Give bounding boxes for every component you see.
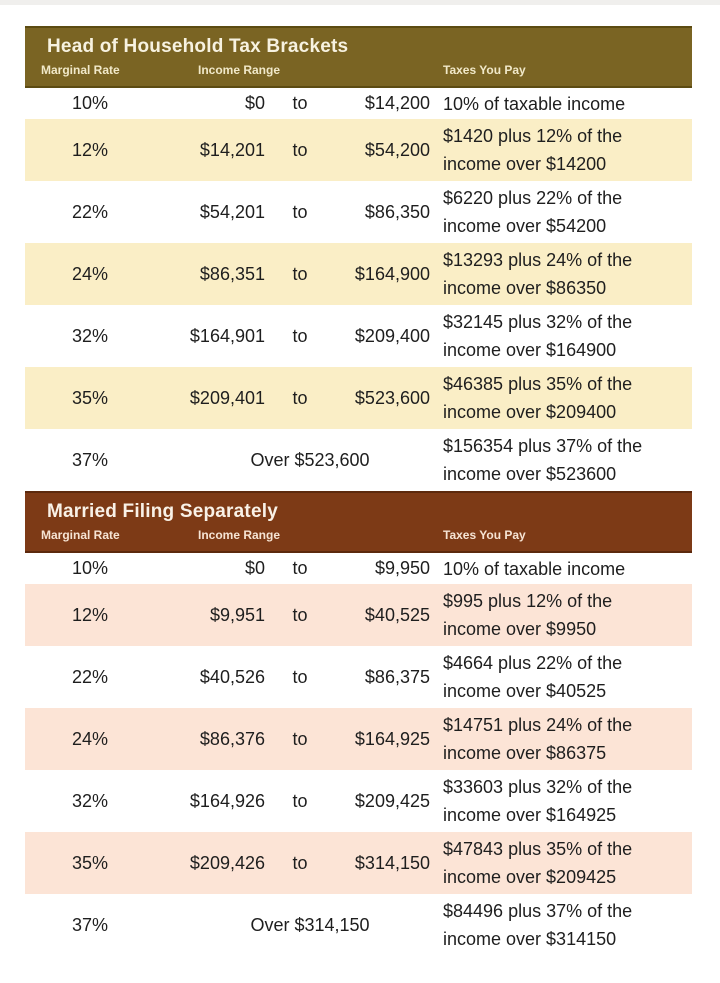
income-range-conjunction: to <box>292 852 308 873</box>
income-upper-bound: $209,425 <box>354 790 430 811</box>
income-lower-bound: $164,926 <box>189 790 265 811</box>
table-header: Head of Household Tax Brackets Marginal … <box>25 26 692 88</box>
income-upper-bound: $86,375 <box>364 666 430 687</box>
marginal-rate-cell: 22% <box>71 666 109 687</box>
income-lower-bound: $86,376 <box>199 728 265 749</box>
taxes-you-pay-cell: $47843 plus 35% of the income over $2094… <box>443 839 633 887</box>
table-title: Married Filing Separately <box>47 501 278 522</box>
income-upper-bound: $164,900 <box>354 263 430 284</box>
table-row: 37% Over $523,600 $156354 plus 37% of th… <box>25 429 692 491</box>
table-row: 22% $40,526 to $86,375 $4664 plus 22% of… <box>25 646 692 708</box>
income-range-conjunction: to <box>292 558 308 578</box>
table-row: 12% $9,951 to $40,525 $995 plus 12% of t… <box>25 584 692 646</box>
taxes-you-pay-cell: $1420 plus 12% of the income over $14200 <box>443 126 623 174</box>
table-title: Head of Household Tax Brackets <box>47 36 349 57</box>
column-header-income-range: Income Range <box>198 63 281 77</box>
table-row: 22% $54,201 to $86,350 $6220 plus 22% of… <box>25 181 692 243</box>
column-header-marginal-rate: Marginal Rate <box>41 63 120 77</box>
income-range-conjunction: to <box>292 387 308 408</box>
taxes-you-pay-cell: $46385 plus 35% of the income over $2094… <box>443 374 633 422</box>
taxes-you-pay-cell: 10% of taxable income <box>443 93 626 114</box>
top-divider <box>0 0 720 5</box>
table-row: 32% $164,901 to $209,400 $32145 plus 32%… <box>25 305 692 367</box>
marginal-rate-cell: 10% <box>71 558 109 578</box>
marginal-rate-cell: 35% <box>71 852 109 873</box>
marginal-rate-cell: 37% <box>71 914 109 935</box>
table-row: 37% Over $314,150 $84496 plus 37% of the… <box>25 894 692 956</box>
table-row: 10% $0 to $14,200 10% of taxable income <box>25 88 692 119</box>
taxes-you-pay-cell: $4664 plus 22% of the income over $40525 <box>443 653 623 701</box>
column-header-marginal-rate: Marginal Rate <box>41 528 120 542</box>
marginal-rate-cell: 32% <box>71 325 109 346</box>
income-lower-bound: $164,901 <box>189 325 265 346</box>
income-range-conjunction: to <box>292 93 308 113</box>
table-row: 24% $86,376 to $164,925 $14751 plus 24% … <box>25 708 692 770</box>
marginal-rate-cell: 12% <box>71 139 109 160</box>
taxes-you-pay-cell: $156354 plus 37% of the income over $523… <box>443 436 643 484</box>
income-range-conjunction: to <box>292 790 308 811</box>
income-upper-bound: $523,600 <box>354 387 430 408</box>
income-lower-bound: $40,526 <box>199 666 265 687</box>
table-body: 10% $0 to $14,200 10% of taxable income … <box>25 88 692 491</box>
taxes-you-pay-cell: $84496 plus 37% of the income over $3141… <box>443 901 633 949</box>
marginal-rate-cell: 37% <box>71 449 109 470</box>
income-upper-bound: $14,200 <box>364 93 430 113</box>
income-upper-bound: $9,950 <box>374 558 430 578</box>
income-upper-bound: $86,350 <box>364 201 430 222</box>
income-range-conjunction: to <box>292 666 308 687</box>
table-row: 12% $14,201 to $54,200 $1420 plus 12% of… <box>25 119 692 181</box>
income-upper-bound: $54,200 <box>364 139 430 160</box>
table-row: 24% $86,351 to $164,900 $13293 plus 24% … <box>25 243 692 305</box>
income-over-threshold: Over $523,600 <box>250 449 370 470</box>
income-upper-bound: $164,925 <box>354 728 430 749</box>
income-upper-bound: $40,525 <box>364 604 430 625</box>
income-range-conjunction: to <box>292 139 308 160</box>
column-header-row: Marginal Rate Income Range Taxes You Pay <box>25 63 692 86</box>
marginal-rate-cell: 24% <box>71 263 109 284</box>
taxes-you-pay-cell: $33603 plus 32% of the income over $1649… <box>443 777 633 825</box>
column-header-taxes-you-pay: Taxes You Pay <box>443 528 526 542</box>
income-range-conjunction: to <box>292 325 308 346</box>
table-body: 10% $0 to $9,950 10% of taxable income 1… <box>25 553 692 956</box>
income-lower-bound: $86,351 <box>199 263 265 284</box>
income-upper-bound: $209,400 <box>354 325 430 346</box>
taxes-you-pay-cell: 10% of taxable income <box>443 558 626 579</box>
marginal-rate-cell: 22% <box>71 201 109 222</box>
table-row: 35% $209,401 to $523,600 $46385 plus 35%… <box>25 367 692 429</box>
column-header-taxes-you-pay: Taxes You Pay <box>443 63 526 77</box>
taxes-you-pay-cell: $995 plus 12% of the income over $9950 <box>443 591 613 639</box>
taxes-you-pay-cell: $6220 plus 22% of the income over $54200 <box>443 188 623 236</box>
income-lower-bound: $14,201 <box>199 139 265 160</box>
income-range-conjunction: to <box>292 604 308 625</box>
income-range-conjunction: to <box>292 728 308 749</box>
income-lower-bound: $9,951 <box>209 604 265 625</box>
table-header: Married Filing Separately Marginal Rate … <box>25 491 692 553</box>
income-lower-bound: $54,201 <box>199 201 265 222</box>
marginal-rate-cell: 32% <box>71 790 109 811</box>
income-over-threshold: Over $314,150 <box>250 914 370 935</box>
tax-table-head-of-household: Head of Household Tax Brackets Marginal … <box>25 26 692 491</box>
tax-table-married-filing-separately: Married Filing Separately Marginal Rate … <box>25 491 692 956</box>
marginal-rate-cell: 10% <box>71 93 109 113</box>
income-lower-bound: $209,401 <box>189 387 265 408</box>
taxes-you-pay-cell: $32145 plus 32% of the income over $1649… <box>443 312 633 360</box>
income-lower-bound: $0 <box>244 93 265 113</box>
income-range-conjunction: to <box>292 201 308 222</box>
table-row: 35% $209,426 to $314,150 $47843 plus 35%… <box>25 832 692 894</box>
table-row: 32% $164,926 to $209,425 $33603 plus 32%… <box>25 770 692 832</box>
taxes-you-pay-cell: $13293 plus 24% of the income over $8635… <box>443 250 633 298</box>
marginal-rate-cell: 24% <box>71 728 109 749</box>
column-header-income-range: Income Range <box>198 528 281 542</box>
table-row: 10% $0 to $9,950 10% of taxable income <box>25 553 692 584</box>
marginal-rate-cell: 35% <box>71 387 109 408</box>
income-range-conjunction: to <box>292 263 308 284</box>
income-lower-bound: $209,426 <box>189 852 265 873</box>
income-lower-bound: $0 <box>244 558 265 578</box>
taxes-you-pay-cell: $14751 plus 24% of the income over $8637… <box>443 715 633 763</box>
column-header-row: Marginal Rate Income Range Taxes You Pay <box>25 528 692 551</box>
marginal-rate-cell: 12% <box>71 604 109 625</box>
income-upper-bound: $314,150 <box>354 852 430 873</box>
